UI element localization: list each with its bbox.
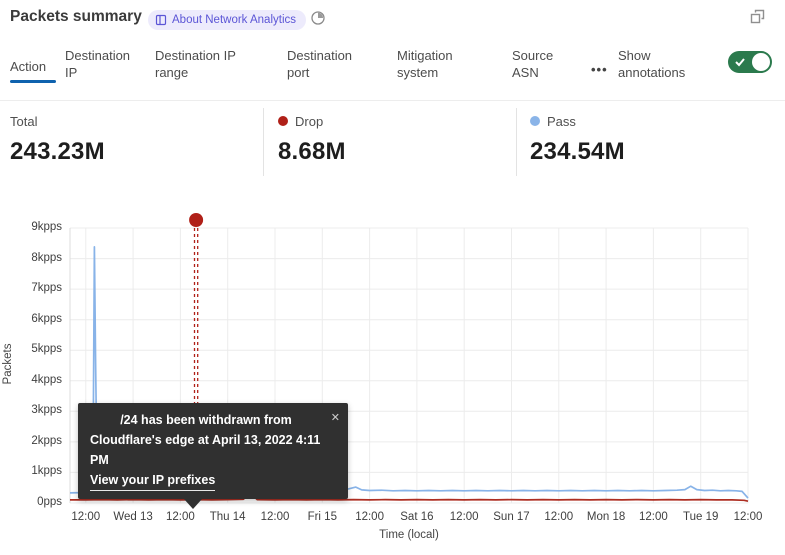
tab-destination-ip[interactable]: Destination IP xyxy=(65,48,131,80)
y-tick-label: 2kpps xyxy=(31,434,62,447)
y-tick-label: 5kpps xyxy=(31,343,62,356)
tab-mitigation-system[interactable]: Mitigation system xyxy=(397,48,453,80)
check-icon xyxy=(735,58,745,67)
about-network-analytics-badge[interactable]: About Network Analytics xyxy=(148,10,307,30)
drop-dot xyxy=(278,116,288,126)
pass-dot xyxy=(530,116,540,126)
x-axis-label: Time (local) xyxy=(379,529,439,541)
tab-destination-ip-range[interactable]: Destination IP range xyxy=(155,48,236,80)
selected-tab-underline xyxy=(10,80,56,83)
stat-pass: Pass 234.54M xyxy=(530,108,625,166)
y-tick-label: 7kpps xyxy=(31,282,62,295)
ip-prefixes-link[interactable]: View your IP prefixes xyxy=(90,470,216,491)
x-tick-label: Sun 17 xyxy=(493,511,530,523)
stat-label: Pass xyxy=(547,113,576,129)
divider xyxy=(516,108,517,176)
y-tick-label: 1kpps xyxy=(31,465,62,478)
tab-destination-port[interactable]: Destination port xyxy=(287,48,353,80)
time-range-icon[interactable] xyxy=(310,10,326,26)
y-tick-label: 6kpps xyxy=(31,312,62,325)
x-tick-label: 12:00 xyxy=(449,511,479,523)
popout-icon[interactable] xyxy=(750,9,765,24)
more-tabs-button[interactable]: ••• xyxy=(591,62,608,77)
x-tick-label: Sat 16 xyxy=(400,511,434,523)
y-tick-label: 9kpps xyxy=(31,221,62,233)
x-tick-label: 12:00 xyxy=(260,511,290,523)
tooltip-text: /24 has been withdrawn from xyxy=(120,413,292,427)
tab-source-asn[interactable]: Source ASN xyxy=(512,48,554,80)
x-tick-label: 12:00 xyxy=(165,511,195,523)
x-tick-label: Thu 14 xyxy=(209,511,246,523)
x-tick-label: 12:00 xyxy=(733,511,763,523)
dimension-tabs: Action Destination IP Destination IP ran… xyxy=(0,42,785,98)
x-tick-label: Wed 13 xyxy=(113,511,153,523)
tooltip-caret xyxy=(184,499,202,509)
divider xyxy=(0,100,785,101)
y-tick-label: 8kpps xyxy=(31,251,62,264)
y-tick-label: 4kpps xyxy=(31,373,62,386)
x-tick-label: 12:00 xyxy=(639,511,668,523)
stat-total: Total 243.23M xyxy=(10,108,105,166)
badge-label: About Network Analytics xyxy=(172,14,297,26)
x-tick-label: Mon 18 xyxy=(586,511,626,523)
annotation-tooltip: ✕ /24 has been withdrawn from Cloudflare… xyxy=(78,403,348,509)
tooltip-text: Cloudflare's edge at April 13, 2022 4:11… xyxy=(90,433,321,467)
book-icon xyxy=(155,14,167,26)
annotations-toggle[interactable] xyxy=(728,51,772,73)
toggle-knob xyxy=(752,53,770,71)
x-tick-label: 12:00 xyxy=(544,511,574,523)
y-axis-label: Packets xyxy=(2,343,14,385)
show-annotations-label: Show annotations xyxy=(618,48,686,80)
y-tick-label: 3kpps xyxy=(31,404,62,417)
x-tick-label: 12:00 xyxy=(71,511,101,523)
x-tick-label: 12:00 xyxy=(355,511,384,523)
y-tick-label: 0pps xyxy=(37,496,62,508)
tooltip-close-button[interactable]: ✕ xyxy=(330,412,340,424)
stat-label: Drop xyxy=(295,113,324,129)
divider xyxy=(263,108,264,176)
stat-value: 8.68M xyxy=(278,138,346,165)
stat-value: 234.54M xyxy=(530,138,625,165)
x-tick-label: Tue 19 xyxy=(682,511,719,523)
tab-action[interactable]: Action xyxy=(10,58,56,83)
stat-label: Total xyxy=(10,113,38,129)
x-tick-label: Fri 15 xyxy=(307,511,337,523)
stat-value: 243.23M xyxy=(10,138,105,165)
page-title: Packets summary xyxy=(10,8,142,25)
tab-label: Action xyxy=(10,59,47,74)
stat-drop: Drop 8.68M xyxy=(278,108,346,166)
annotation-marker[interactable] xyxy=(189,213,204,227)
